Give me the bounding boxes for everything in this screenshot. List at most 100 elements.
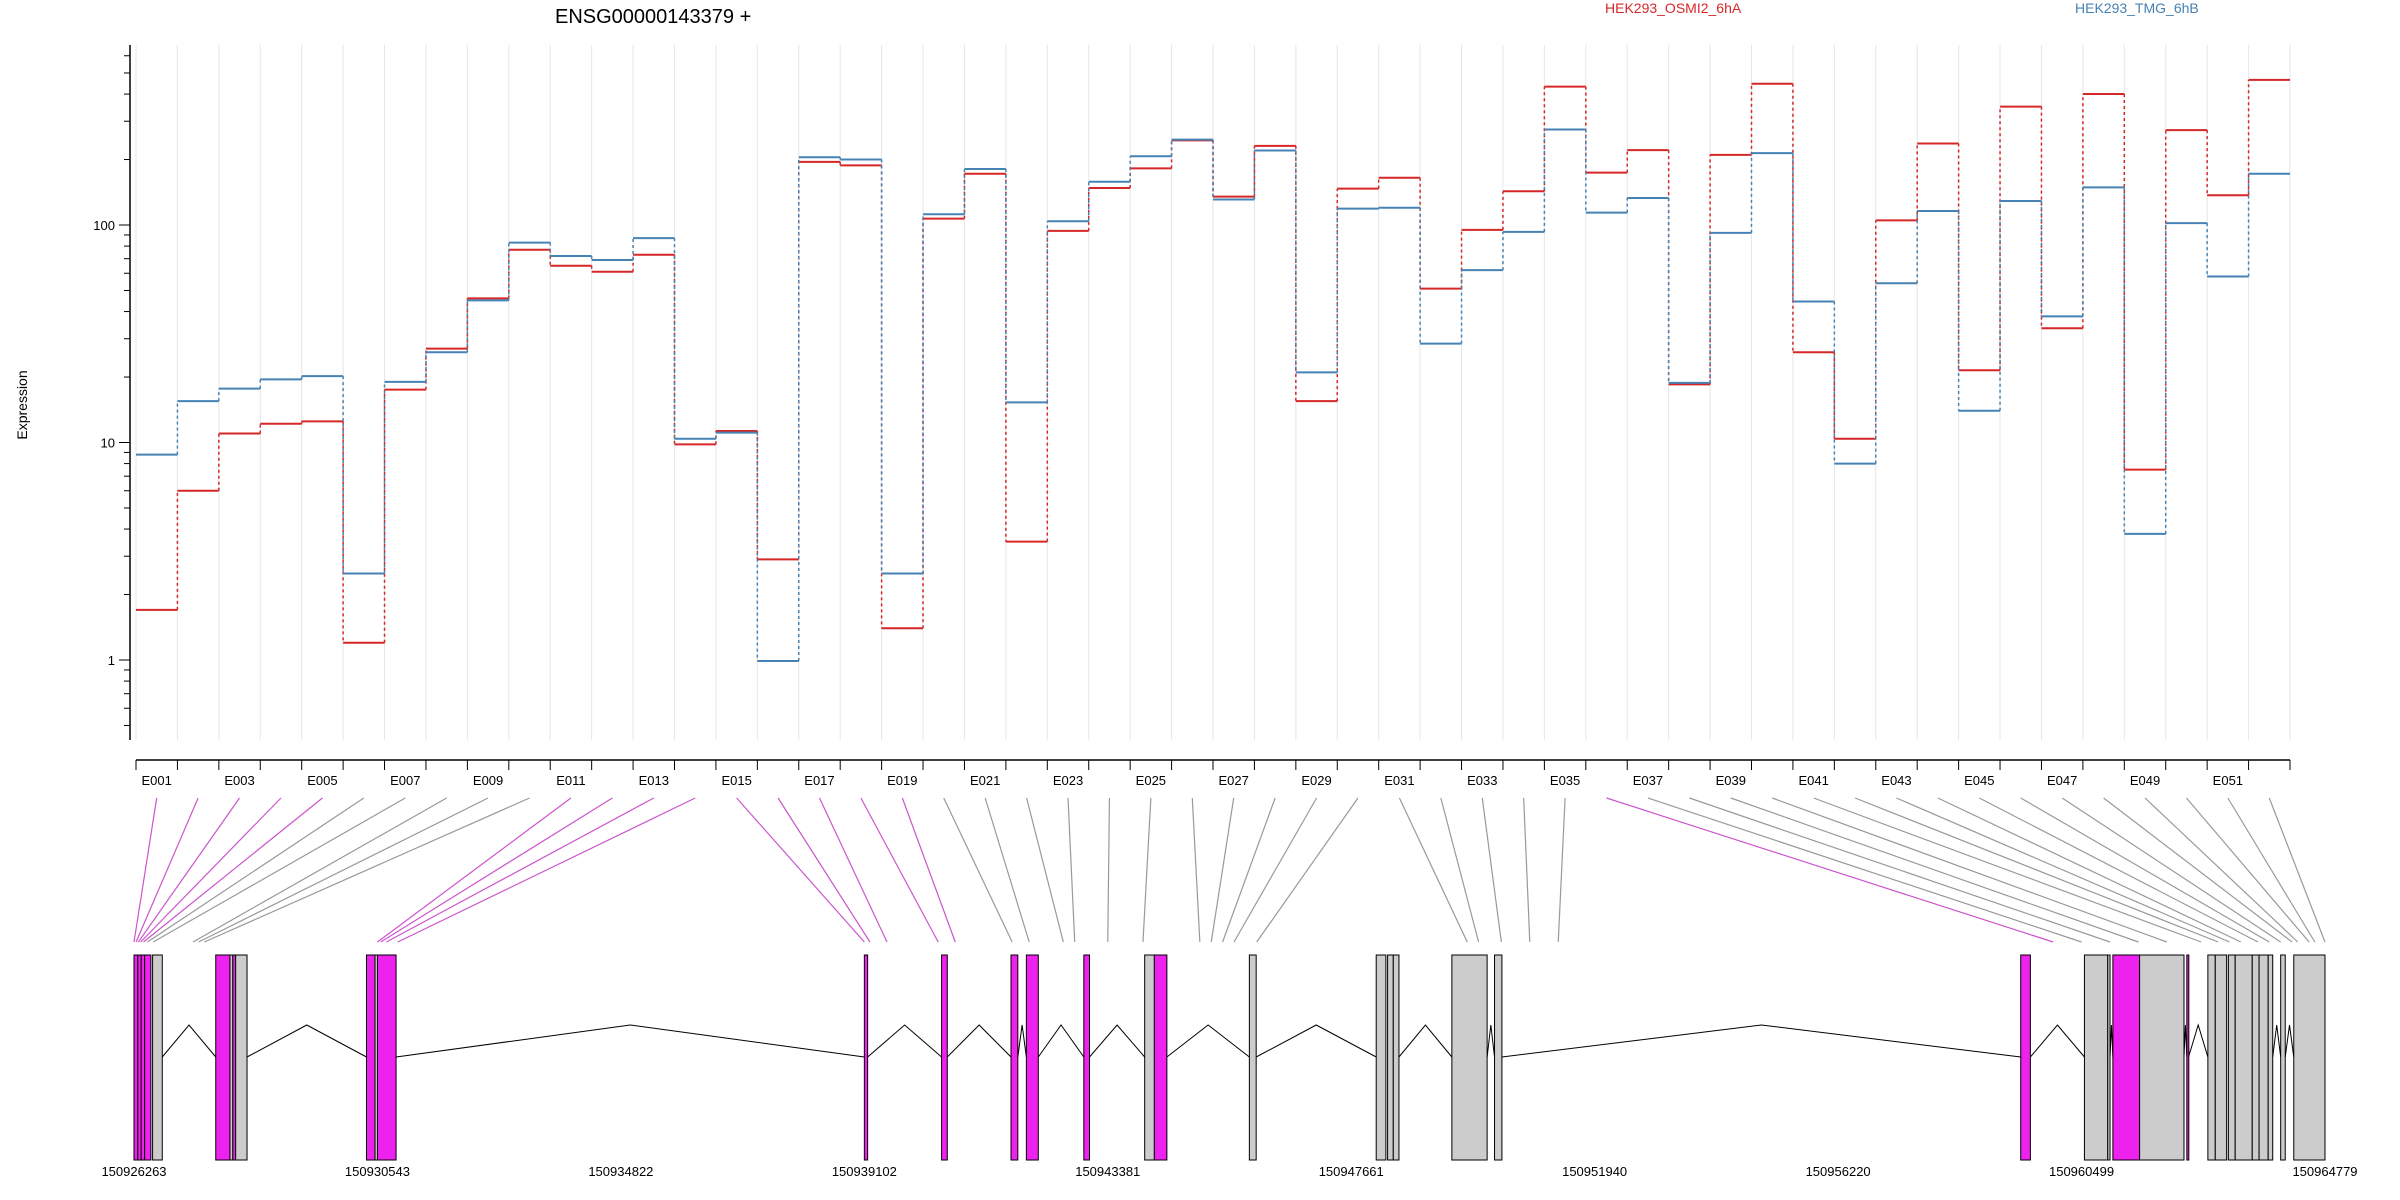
exon-block (1025, 954, 1039, 1161)
exon-block (133, 954, 139, 1161)
x-tick-label: E005 (307, 773, 337, 788)
exon-connector (1730, 797, 2139, 943)
exon-connector (143, 797, 323, 943)
exon-block (2186, 954, 2190, 1161)
exon-connector (1210, 797, 1235, 943)
x-tick-label: E037 (1633, 773, 1663, 788)
x-tick-label: E025 (1136, 773, 1166, 788)
exon-block (2251, 954, 2260, 1161)
intron-line (946, 1024, 1012, 1058)
x-tick-label: E027 (1219, 773, 1249, 788)
exon-connector (1222, 797, 1276, 943)
plot-area: 1 10 100 E001 E003 E005 E007 E009 E011 E013 E015 E0… (93, 45, 2291, 788)
exon-connector (2185, 797, 2310, 943)
x-tick-label: E047 (2047, 773, 2077, 788)
exon-block (2083, 954, 2109, 1161)
exon-block (376, 954, 397, 1161)
exon-connector (1233, 797, 1318, 943)
x-tick-label: E049 (2130, 773, 2160, 788)
intron-line (867, 1024, 942, 1058)
genomic-position-label: 150956220 (1806, 1164, 1871, 1179)
x-tick-label: E039 (1716, 773, 1746, 788)
exon-connector (943, 797, 1013, 943)
genomic-position-label: 150947661 (1319, 1164, 1384, 1179)
genomic-position-label: 150943381 (1075, 1164, 1140, 1179)
intron-line (396, 1024, 865, 1058)
exon-block (1248, 954, 1257, 1161)
genomic-position-label: 150960499 (2049, 1164, 2114, 1179)
exon-connector (984, 797, 1030, 943)
exon-block (2020, 954, 2031, 1161)
exon-block (365, 954, 376, 1161)
exon-connector (1523, 797, 1531, 943)
exon-connector (137, 797, 241, 943)
exon-connector (1481, 797, 1502, 943)
x-tick-label: E033 (1467, 773, 1497, 788)
exon-connector (1026, 797, 1064, 943)
exon-block (2258, 954, 2269, 1161)
exon-block (2139, 954, 2185, 1161)
x-tick-label: E013 (639, 773, 669, 788)
legend-entry-tmg: HEK293_TMG_6hB (2075, 0, 2199, 16)
exon-connector (147, 797, 365, 943)
exon-connector (2020, 797, 2270, 943)
exon-block (2214, 954, 2228, 1161)
exon-connector (2061, 797, 2282, 943)
exon-block (144, 954, 152, 1161)
exon-connector (818, 797, 888, 943)
exon-block (2207, 954, 2216, 1161)
exon-connector (1896, 797, 2230, 943)
exon-connector (1979, 797, 2259, 943)
exon-connector (777, 797, 871, 943)
exon-block (2112, 954, 2141, 1161)
exon-block (1451, 954, 1488, 1161)
exon-connector (152, 797, 406, 943)
intron-line (1089, 1024, 1146, 1058)
exon-block (2227, 954, 2236, 1161)
exon-block (2107, 954, 2111, 1161)
exon-connector (1191, 797, 1201, 943)
exon-block (1010, 954, 1019, 1161)
x-tick-label: E015 (721, 773, 751, 788)
chart-title: ENSG00000143379 + (555, 6, 751, 28)
exon-block (140, 954, 146, 1161)
x-tick-label: E011 (556, 773, 585, 788)
exon-block (1387, 954, 1394, 1161)
exon-connector (1142, 797, 1152, 943)
exon-connector (1440, 797, 1480, 943)
exon-connector (1557, 797, 1566, 943)
intron-line (2272, 1024, 2282, 1058)
exon-block (235, 954, 248, 1161)
exon-connector (1398, 797, 1468, 943)
exon-block (137, 954, 142, 1161)
exon-connector (1647, 797, 2082, 943)
y-tick-label: 100 (93, 218, 115, 233)
gene-model: 150926263 150930543 150934822 150939102 1509… (101, 954, 2358, 1179)
intron-line (1255, 1024, 1377, 1058)
exon-connector (1256, 797, 1359, 943)
x-tick-label: E021 (970, 773, 1000, 788)
exon-block (152, 954, 163, 1161)
x-tick-label: E041 (1798, 773, 1828, 788)
y-tick-label: 10 (101, 436, 115, 451)
exon-connector (1067, 797, 1076, 943)
exon-connector (386, 797, 655, 943)
x-tick-label: E051 (2213, 773, 2243, 788)
intron-line (2284, 1024, 2295, 1058)
genomic-position-label: 150934822 (588, 1164, 653, 1179)
exon-block (1375, 954, 1387, 1161)
x-tick-label: E029 (1301, 773, 1331, 788)
x-tick-label: E003 (224, 773, 254, 788)
exon-block (2293, 954, 2326, 1161)
exon-block (1153, 954, 1168, 1161)
exon-connector (1689, 797, 2111, 943)
exon-connector (2227, 797, 2316, 943)
exon-connector (1107, 797, 1111, 943)
y-axis-label: Expression (14, 370, 30, 439)
legend-entry-osmi2: HEK293_OSMI2_6hA (1605, 0, 1742, 16)
exon-block (1494, 954, 1503, 1161)
exon-connector (377, 797, 572, 943)
x-tick-label: E023 (1053, 773, 1083, 788)
exon-connector (133, 797, 158, 943)
genomic-position-label: 150951940 (1562, 1164, 1627, 1179)
